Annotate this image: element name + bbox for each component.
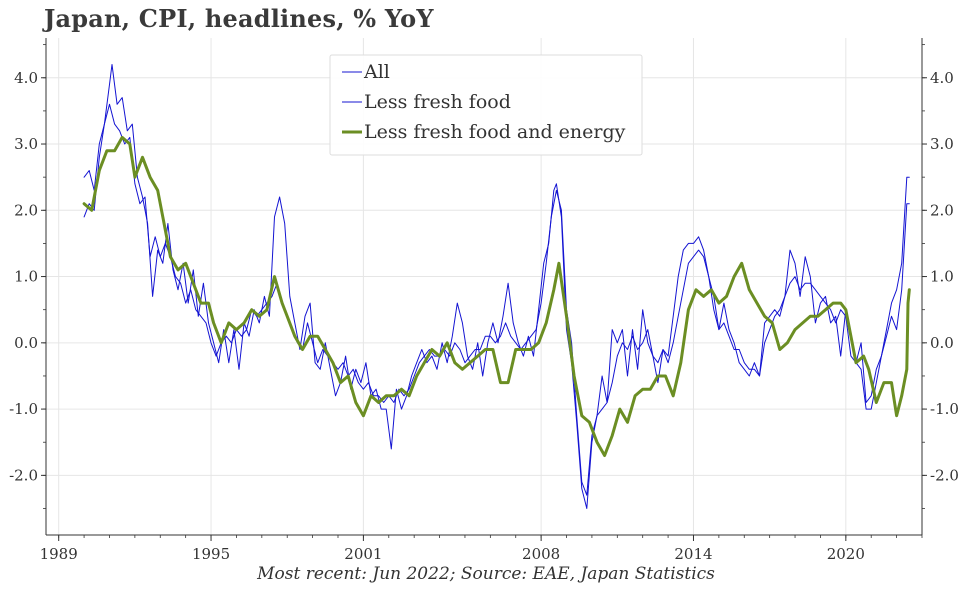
y-tick-label-left: -2.0 <box>9 466 38 484</box>
y-tick-label-right: 1.0 <box>930 268 954 286</box>
legend-box <box>329 54 643 156</box>
legend: All Less fresh food Less fresh food and en… <box>329 54 643 156</box>
y-tick-label-right: -1.0 <box>930 400 959 418</box>
x-tick-label: 1989 <box>40 545 78 563</box>
x-tick-label: 1995 <box>192 545 230 563</box>
series-line-2 <box>82 135 911 457</box>
series-line-0 <box>83 64 910 509</box>
y-tick-label-left: 1.0 <box>14 268 38 286</box>
y-tick-label-left: 3.0 <box>14 135 38 153</box>
y-tick-label-left: -1.0 <box>9 400 38 418</box>
y-tick-label-right: 3.0 <box>930 135 954 153</box>
axes: 4.0 4.0 3.0 3.0 2.0 2.0 1.0 1.0 0.0 0.0 -1.0 -1.0 -2… <box>9 38 959 563</box>
legend-label-2: Less fresh food and energy <box>364 121 626 143</box>
y-tick-label-left: 2.0 <box>14 201 38 219</box>
x-tick-label: 2020 <box>827 545 865 563</box>
y-tick-label-left: 0.0 <box>14 334 38 352</box>
source-note: Most recent: Jun 2022; Source: EAE, Japa… <box>257 564 715 584</box>
y-tick-label-right: 0.0 <box>930 334 954 352</box>
legend-label-0: All <box>363 61 390 83</box>
x-tick-label: 2014 <box>674 545 712 563</box>
x-tick-label: 2008 <box>522 545 560 563</box>
y-tick-label-right: 2.0 <box>930 201 954 219</box>
y-tick-label-right: -2.0 <box>930 466 959 484</box>
series-group <box>82 64 911 509</box>
y-tick-label-right: 4.0 <box>930 69 954 87</box>
x-tick-label: 2001 <box>344 545 382 563</box>
chart-title: Japan, CPI, headlines, % YoY <box>44 4 434 33</box>
legend-label-1: Less fresh food <box>364 91 511 113</box>
y-tick-label-left: 4.0 <box>14 69 38 87</box>
